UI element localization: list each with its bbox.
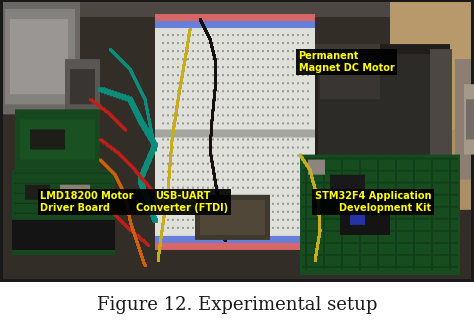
Text: Figure 12. Experimental setup: Figure 12. Experimental setup — [97, 296, 377, 314]
Text: Permanent
Magnet DC Motor: Permanent Magnet DC Motor — [299, 51, 394, 73]
Text: USB-UART
Converter (FTDI): USB-UART Converter (FTDI) — [137, 191, 228, 213]
Text: LMD18200 Motor
Driver Board: LMD18200 Motor Driver Board — [40, 191, 134, 213]
Text: STM32F4 Application
Development Kit: STM32F4 Application Development Kit — [315, 191, 431, 213]
